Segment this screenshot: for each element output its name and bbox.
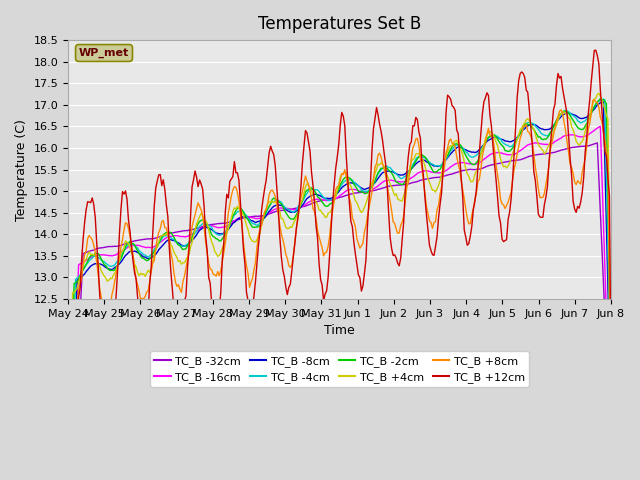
TC_B -16cm [301,202,309,207]
TC_B -8cm [131,248,138,254]
TC_B -8cm [244,216,252,221]
Line: TC_B -4cm: TC_B -4cm [68,99,611,480]
Line: TC_B -16cm: TC_B -16cm [68,126,611,480]
TC_B +4cm [595,91,603,96]
TC_B +12cm [131,270,138,276]
TC_B +4cm [131,262,138,267]
Line: TC_B +8cm: TC_B +8cm [68,100,611,480]
TC_B +4cm [253,237,261,242]
TC_B +12cm [607,357,615,363]
Legend: TC_B -32cm, TC_B -16cm, TC_B -8cm, TC_B -4cm, TC_B -2cm, TC_B +4cm, TC_B +8cm, T: TC_B -32cm, TC_B -16cm, TC_B -8cm, TC_B … [150,351,529,387]
TC_B -32cm [226,219,234,225]
TC_B -32cm [593,140,601,146]
TC_B -4cm [577,120,584,126]
Line: TC_B -8cm: TC_B -8cm [68,102,611,480]
TC_B -32cm [301,203,309,209]
TC_B -2cm [596,96,604,101]
TC_B -4cm [301,193,309,199]
TC_B +8cm [253,243,261,249]
Line: TC_B +4cm: TC_B +4cm [68,94,611,480]
TC_B -2cm [301,189,309,195]
TC_B +8cm [244,270,252,276]
Y-axis label: Temperature (C): Temperature (C) [15,119,28,220]
TC_B +4cm [577,140,584,146]
TC_B -2cm [253,224,261,230]
TC_B -32cm [607,451,615,457]
TC_B +4cm [301,184,309,190]
TC_B -4cm [253,223,261,228]
TC_B -2cm [607,379,615,384]
TC_B -16cm [131,242,138,248]
TC_B +12cm [253,259,261,265]
TC_B +12cm [301,128,309,133]
TC_B -8cm [600,99,607,105]
TC_B -4cm [600,96,607,102]
TC_B -16cm [577,134,584,140]
TC_B -8cm [226,225,234,230]
TC_B +8cm [607,433,615,439]
TC_B +12cm [592,48,600,53]
TC_B +4cm [226,219,234,225]
TC_B -8cm [301,198,309,204]
TC_B -32cm [244,214,252,220]
TC_B -4cm [244,216,252,221]
TC_B +4cm [244,227,252,232]
Line: TC_B -2cm: TC_B -2cm [68,98,611,480]
TC_B +12cm [577,199,584,205]
TC_B -4cm [607,393,615,399]
TC_B -4cm [226,220,234,226]
TC_B -32cm [253,214,261,219]
TC_B +8cm [301,173,309,179]
TC_B -4cm [131,242,138,248]
Line: TC_B +12cm: TC_B +12cm [68,50,611,480]
TC_B +8cm [226,202,234,207]
TC_B -16cm [226,222,234,228]
TC_B +12cm [244,298,252,303]
TC_B +8cm [577,181,584,187]
TC_B +12cm [226,178,234,184]
TC_B -16cm [596,123,604,129]
Line: TC_B -32cm: TC_B -32cm [68,143,611,480]
TC_B -16cm [607,454,615,460]
TC_B -2cm [226,222,234,228]
TC_B -8cm [577,116,584,121]
TC_B +8cm [591,97,598,103]
TC_B -2cm [131,242,138,248]
TC_B +8cm [131,265,138,271]
TC_B -32cm [131,238,138,244]
TC_B -32cm [577,144,584,149]
TC_B +4cm [607,357,615,363]
TC_B -2cm [244,217,252,223]
Text: WP_met: WP_met [79,48,129,58]
TC_B -8cm [253,219,261,225]
TC_B -8cm [607,406,615,411]
TC_B -2cm [577,126,584,132]
TC_B -16cm [244,214,252,219]
X-axis label: Time: Time [324,324,355,337]
Title: Temperatures Set B: Temperatures Set B [258,15,421,33]
TC_B -16cm [253,216,261,221]
